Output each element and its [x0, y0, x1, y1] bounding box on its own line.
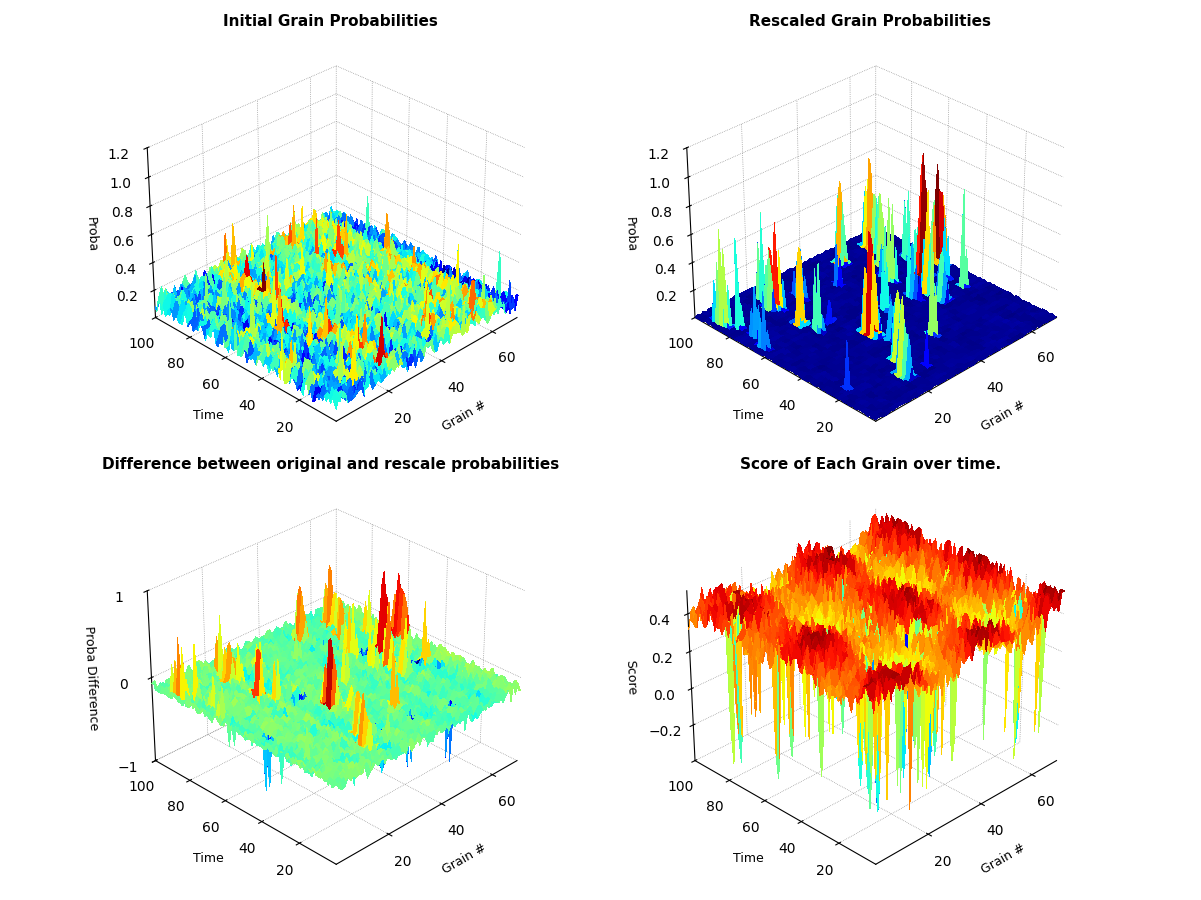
- Title: Score of Each Grain over time.: Score of Each Grain over time.: [740, 457, 1000, 472]
- Title: Rescaled Grain Probabilities: Rescaled Grain Probabilities: [749, 14, 991, 29]
- Y-axis label: Time: Time: [733, 852, 764, 865]
- Y-axis label: Time: Time: [193, 852, 225, 865]
- X-axis label: Grain #: Grain #: [440, 398, 488, 433]
- Y-axis label: Time: Time: [733, 409, 764, 422]
- Title: Initial Grain Probabilities: Initial Grain Probabilities: [223, 14, 438, 29]
- X-axis label: Grain #: Grain #: [979, 398, 1028, 433]
- X-axis label: Grain #: Grain #: [440, 841, 488, 877]
- X-axis label: Grain #: Grain #: [979, 841, 1028, 877]
- Title: Difference between original and rescale probabilities: Difference between original and rescale …: [102, 457, 560, 472]
- Y-axis label: Time: Time: [193, 409, 225, 422]
